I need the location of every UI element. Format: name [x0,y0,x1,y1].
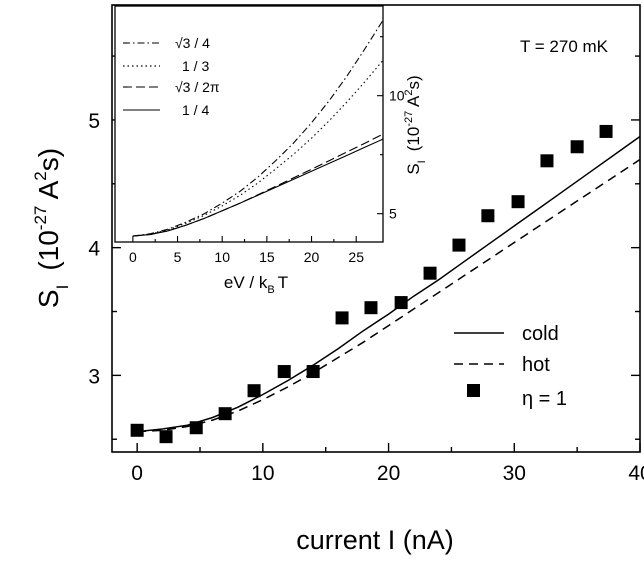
inset-series-sqrt3-4-line [132,19,383,237]
eta-data-point [364,301,378,315]
main-x-tick-labels: 0 10 20 30 40 [131,462,644,485]
inset-y-tick-label: 5 [389,206,397,222]
inset-x-tick-label: 10 [214,249,230,265]
main-x-tick-label: 40 [628,462,644,485]
main-markers [130,124,613,444]
eta-data-point [511,195,525,209]
eta-data-point [335,311,349,325]
inset-x-axis-label: eV / kB T [224,273,288,296]
eta-data-point [599,124,613,138]
inset-series-1-4-line [132,138,383,237]
inset-x-tick-label: 0 [129,249,137,265]
eta-data-point [423,266,437,280]
main-legend: cold hot η = 1 [454,323,567,410]
series-hot-line [137,158,641,433]
main-x-tick-label: 0 [131,462,143,485]
inset-x-tick-label: 25 [348,249,364,265]
eta-data-point [218,407,232,421]
main-x-axis-label: current I (nA) [296,525,454,555]
main-plot-frame [111,4,641,453]
inset-curves [132,19,383,237]
main-y-tick-label: 5 [88,110,100,133]
inset-x-tick-label: 5 [174,249,182,265]
inset-legend-label-1-3: 1 / 3 [182,58,209,74]
inset-ticks [132,36,383,242]
main-y-axis-label: SI(10-27 A2s) [31,148,72,308]
main-y-tick-label: 3 [88,365,100,388]
inset-x-tick-labels: 0 5 10 15 20 25 [129,249,364,265]
main-y-tick-labels: 3 4 5 [88,110,100,388]
inset-legend-label-sqrt3-2pi: √3 / 2π [175,79,220,95]
inset-legend: √3 / 4 1 / 3 √3 / 2π 1 / 4 [123,35,220,118]
eta-data-point [570,140,584,154]
legend-label-cold: cold [522,323,559,345]
temperature-annotation: T = 270 mK [520,37,609,56]
eta-data-point [394,296,408,310]
eta-data-point [189,421,203,435]
eta-data-point [277,365,291,379]
eta-data-point [481,209,495,223]
legend-label-eta: η = 1 [522,388,567,410]
inset-y-tick-labels: 5 10 [389,88,405,222]
inset-y-tick-label: 10 [389,88,405,104]
eta-data-point [452,238,466,252]
eta-data-point [130,423,144,437]
main-x-tick-label: 30 [503,462,526,485]
main-x-tick-label: 20 [377,462,400,485]
inset-plot-frame [114,5,384,243]
eta-data-point [306,365,320,379]
inset-y-axis-label: SI(10-27 A2s) [403,75,428,174]
inset-legend-label-1-4: 1 / 4 [182,102,209,118]
inset-x-tick-label: 20 [304,249,320,265]
legend-label-hot: hot [522,354,550,376]
main-x-tick-label: 10 [251,462,274,485]
main-y-tick-label: 4 [88,238,100,261]
eta-data-point [540,154,554,168]
inset-legend-label-sqrt3-4: √3 / 4 [175,35,210,51]
eta-data-point [247,384,261,398]
eta-data-point [159,430,173,444]
inset-x-tick-label: 15 [259,249,275,265]
legend-swatch-eta [467,384,480,397]
